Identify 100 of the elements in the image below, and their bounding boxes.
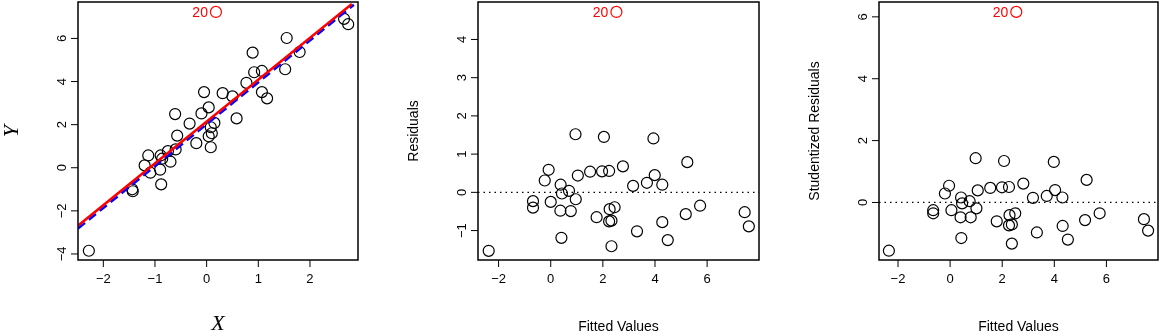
y-tick-label: 2 [54, 121, 69, 129]
point [279, 63, 292, 76]
point [647, 132, 660, 145]
point [942, 179, 956, 192]
point [970, 202, 983, 215]
y-axis-title: Studentized Residuals [806, 61, 822, 201]
point [216, 87, 229, 100]
point [610, 5, 623, 19]
x-tick-label: 4 [1050, 271, 1058, 286]
y-axis-title: Residuals [405, 100, 421, 162]
point [661, 234, 674, 247]
point [154, 163, 167, 176]
point [1030, 226, 1043, 239]
point [195, 107, 208, 120]
y-tick-label: 6 [855, 13, 870, 21]
point [1137, 213, 1151, 226]
point [1078, 213, 1092, 227]
point [482, 244, 495, 257]
y-tick-label: 6 [54, 34, 69, 43]
point [969, 152, 982, 165]
point [640, 176, 654, 189]
point [630, 225, 644, 238]
x-tick-label: −1 [147, 271, 163, 286]
x-tick-label: −2 [95, 271, 111, 286]
point [1005, 237, 1018, 250]
point [995, 181, 1009, 194]
point [202, 101, 215, 114]
point [248, 66, 261, 79]
point [209, 5, 223, 19]
point [155, 178, 168, 191]
point [1093, 207, 1106, 220]
point [583, 165, 597, 178]
x-tick-label: 6 [703, 271, 711, 286]
y-tick-label: 0 [454, 188, 469, 196]
point [603, 164, 616, 178]
point [1003, 209, 1016, 222]
y-tick-label: 3 [454, 74, 469, 82]
point [571, 169, 584, 182]
point [255, 86, 269, 99]
point [954, 191, 968, 204]
point [542, 163, 555, 176]
y-axis-title: Y [0, 122, 23, 138]
x-axis-title: Fitted Values [978, 318, 1059, 334]
point [555, 231, 568, 244]
annotation: 20 [192, 3, 209, 20]
point [595, 165, 609, 178]
point [554, 204, 567, 217]
point [679, 208, 692, 221]
x-tick-label: 6 [1102, 271, 1111, 286]
point [183, 117, 196, 130]
point [171, 129, 184, 142]
point [656, 178, 669, 191]
point [882, 244, 895, 257]
point [597, 130, 610, 144]
y-tick-label: 0 [855, 198, 870, 207]
point [656, 216, 669, 229]
point [956, 197, 969, 210]
x-tick-label: 2 [599, 271, 607, 286]
point [605, 240, 618, 253]
point [569, 128, 582, 141]
point [562, 184, 576, 197]
point [1080, 173, 1093, 186]
point [648, 169, 661, 182]
point [204, 121, 217, 134]
point [1040, 189, 1053, 203]
point [230, 112, 243, 125]
point [190, 137, 203, 150]
point [538, 174, 551, 187]
x-tick-label: 4 [651, 271, 659, 286]
point [246, 46, 259, 59]
y-tick-label: 2 [454, 112, 469, 120]
point [280, 31, 293, 45]
point [984, 181, 997, 195]
annotation: 20 [992, 3, 1009, 20]
point [164, 155, 177, 168]
point [82, 244, 95, 257]
point [1026, 191, 1040, 204]
point [627, 179, 640, 192]
point [963, 195, 976, 208]
y-tick-label: 2 [855, 136, 870, 145]
point [971, 184, 984, 197]
point [526, 201, 540, 214]
point [569, 193, 582, 206]
point [964, 211, 977, 224]
point [169, 107, 182, 121]
point [554, 178, 567, 191]
y-tick-label: −1 [454, 223, 469, 238]
point [693, 199, 707, 212]
point [603, 203, 616, 216]
point [1049, 183, 1062, 197]
x-tick-label: 1 [254, 271, 262, 286]
point [1061, 233, 1074, 246]
point [161, 145, 174, 158]
point [1017, 177, 1030, 190]
point [954, 211, 967, 224]
x-axis-title: X [210, 310, 227, 335]
x-tick-label: 0 [946, 271, 954, 286]
point [169, 143, 182, 156]
point [742, 220, 755, 233]
point [997, 154, 1011, 168]
